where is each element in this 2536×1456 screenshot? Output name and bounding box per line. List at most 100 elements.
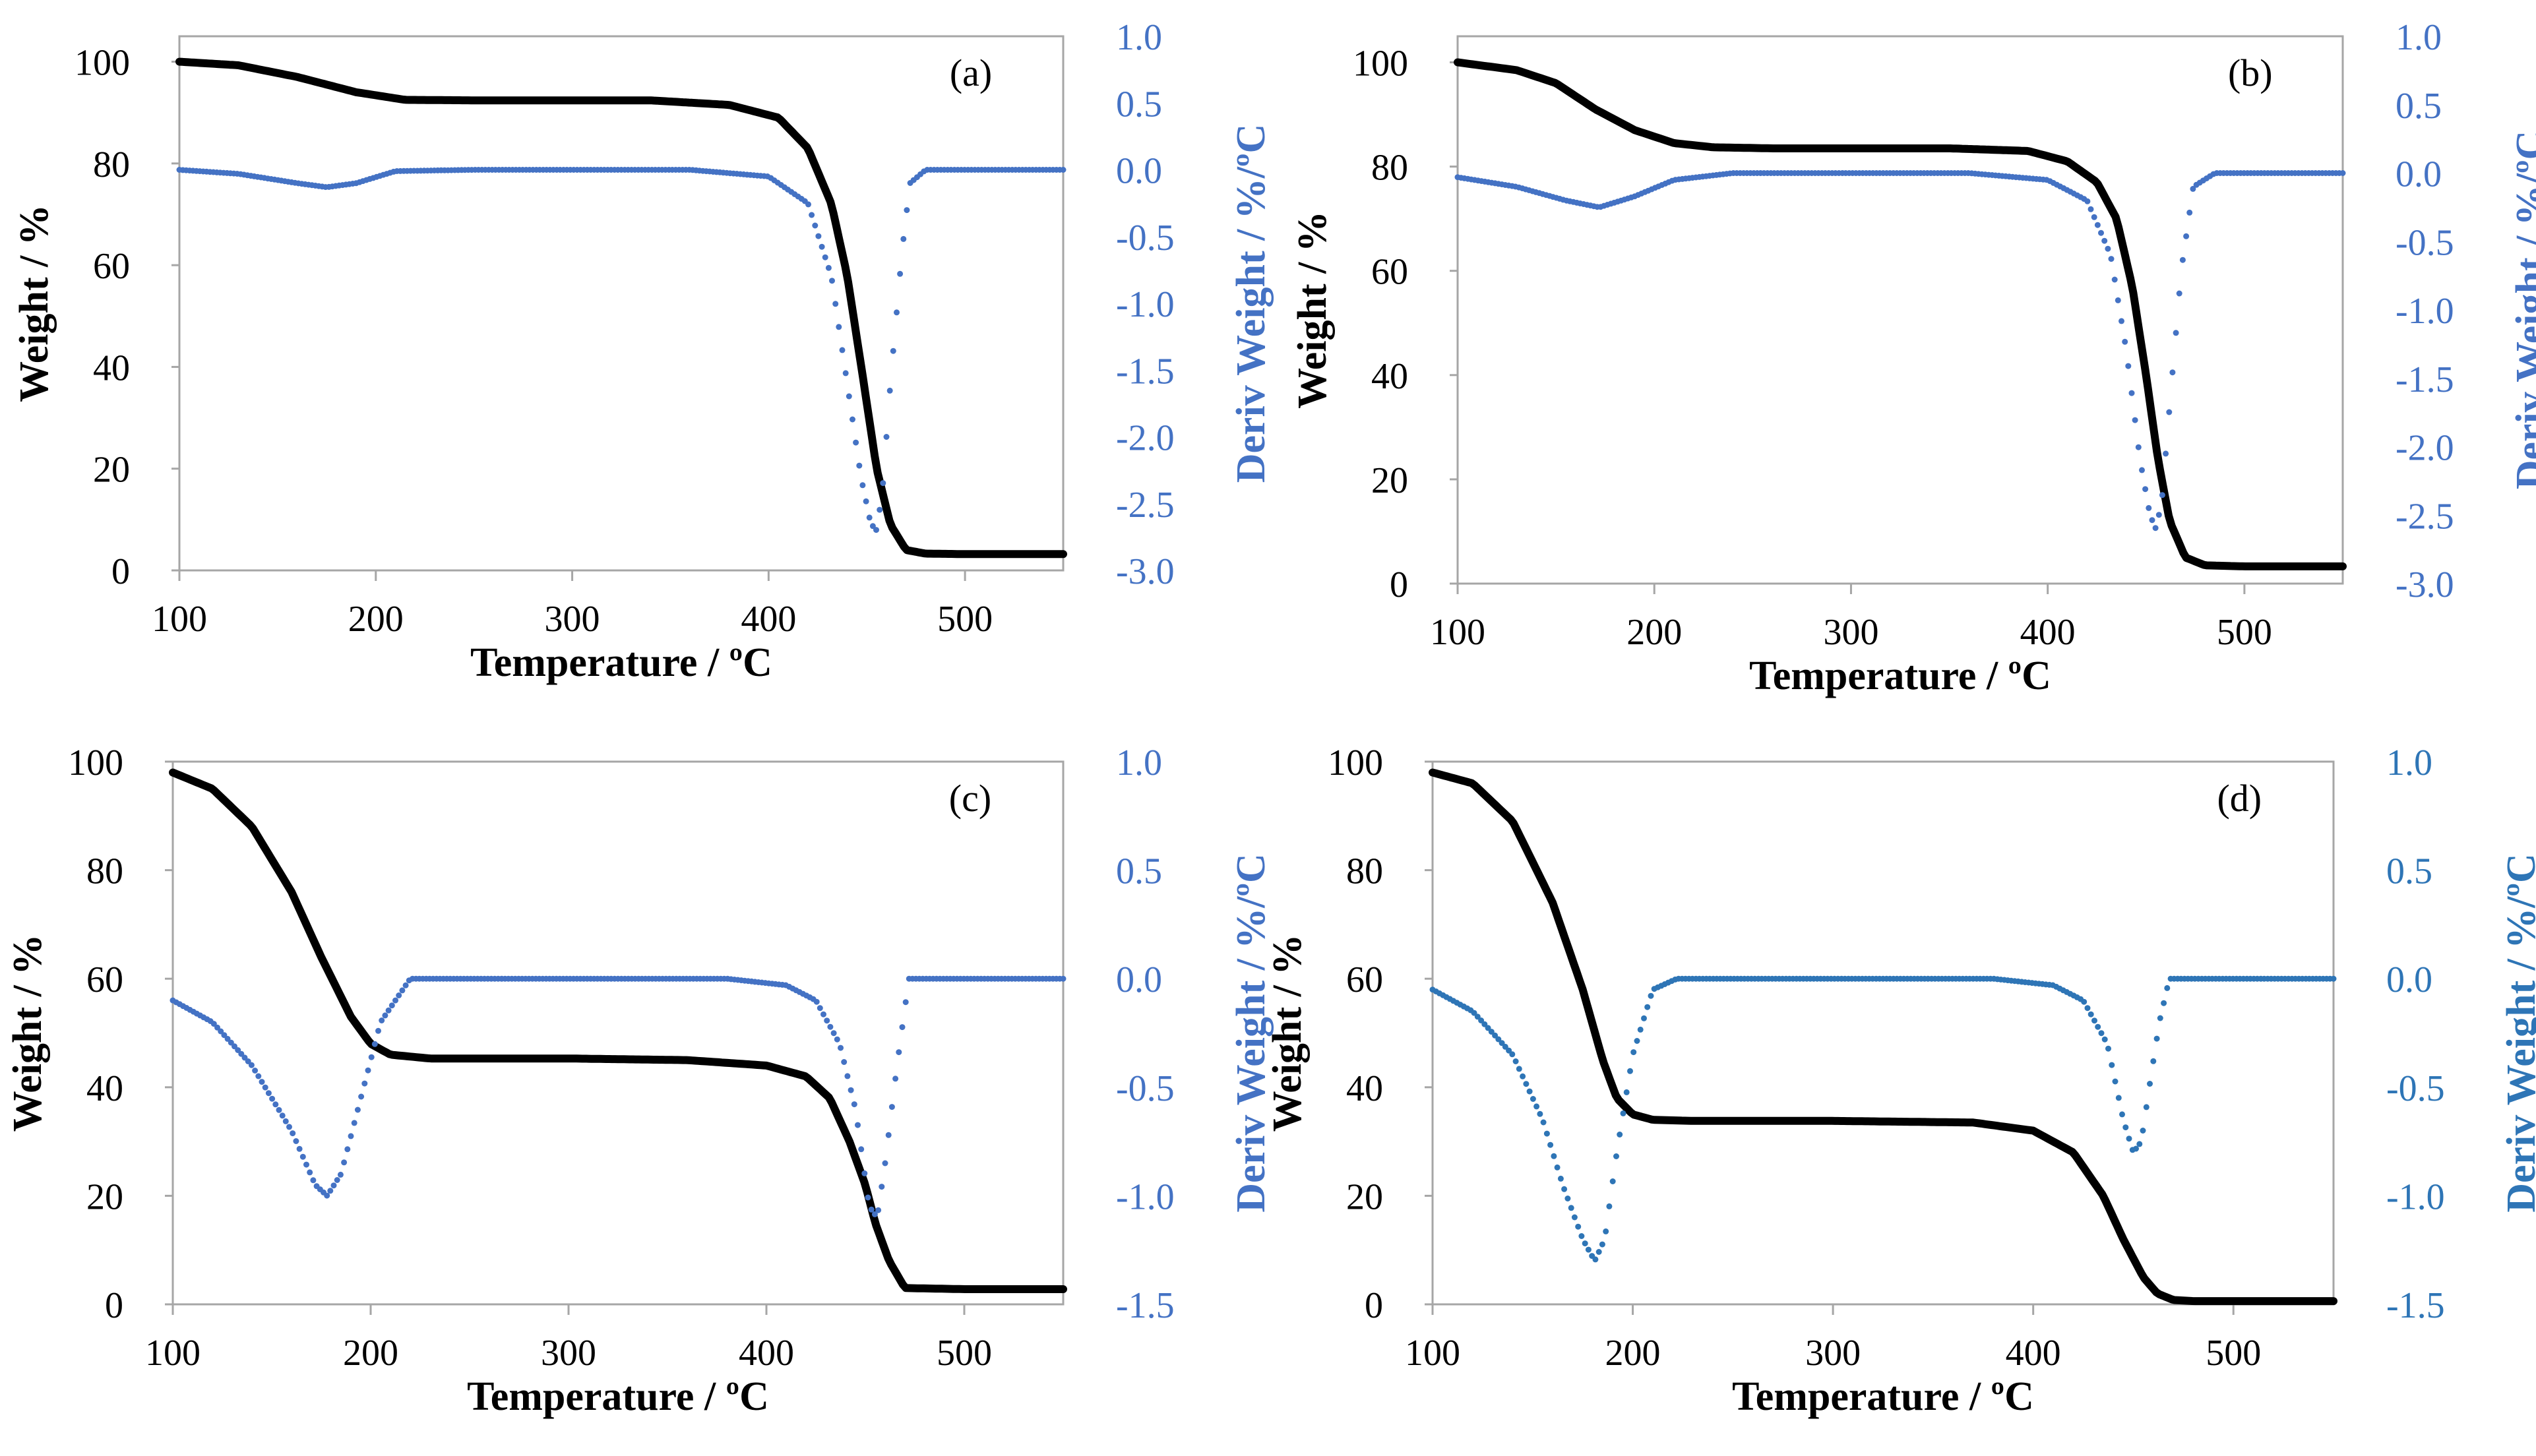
deriv-point [1537, 1110, 1543, 1117]
deriv-point [238, 1050, 245, 1057]
y-axis-title: Weight / % [12, 204, 57, 402]
y-tick-label: 60 [1346, 959, 1383, 1000]
deriv-point [2101, 237, 2108, 244]
deriv-point [850, 416, 855, 423]
y2-tick-label: -0.5 [2396, 222, 2454, 263]
deriv-point [1564, 1196, 1571, 1201]
x-tick-label: 100 [1405, 1333, 1460, 1374]
deriv-point [2179, 257, 2186, 263]
y2-tick-label: 0.0 [1116, 959, 1162, 1000]
deriv-point [2140, 1128, 2146, 1134]
deriv-point [868, 1206, 875, 1213]
y2-tick-label: 1.0 [1116, 17, 1162, 58]
deriv-point [1495, 1036, 1502, 1043]
deriv-point [388, 1002, 395, 1009]
deriv-point [851, 1101, 857, 1108]
x-axis-title: Temperature / ºC [1749, 653, 2051, 698]
deriv-point [379, 1017, 385, 1023]
deriv-weight-curve [1429, 975, 2337, 1263]
deriv-point [1627, 1068, 1633, 1074]
deriv-point [1634, 1038, 1640, 1044]
x-tick-label: 400 [2020, 612, 2076, 653]
weight-curve [169, 768, 1067, 1293]
y-tick-label: 60 [86, 959, 123, 1000]
deriv-point [299, 1153, 306, 1160]
deriv-point [1613, 1153, 1619, 1159]
deriv-point [825, 264, 832, 271]
panel-c: 100 200 300 400 500 0 20 40 60 80 100 1.0 0.5 0.0 -0.5… [5, 743, 1274, 1419]
deriv-point [1474, 1014, 1481, 1020]
x-tick-label: 300 [541, 1333, 596, 1374]
deriv-point [822, 254, 828, 260]
deriv-point [855, 1122, 861, 1128]
deriv-point [830, 1030, 837, 1037]
deriv-point [337, 1171, 344, 1178]
y2-axis-title: Deriv Weight / %/ºC [1229, 853, 1274, 1213]
deriv-point [809, 212, 815, 218]
y2-tick-label: 0.5 [2386, 851, 2432, 892]
y2-tick-label: 0.0 [2396, 154, 2442, 195]
deriv-weight-curve [170, 975, 1067, 1217]
deriv-point [293, 1138, 299, 1144]
deriv-point [255, 1073, 262, 1079]
deriv-point [1516, 1066, 1522, 1072]
deriv-point [296, 1145, 303, 1152]
deriv-point [1561, 1186, 1568, 1192]
deriv-point [1575, 1223, 1582, 1230]
deriv-point [1592, 1256, 1599, 1263]
deriv-point [897, 270, 904, 277]
deriv-point [2169, 369, 2176, 376]
deriv-point [214, 1024, 220, 1031]
deriv-point [1603, 1228, 1609, 1234]
deriv-point [2159, 492, 2165, 499]
y-axis-title: Weight / % [1290, 211, 1335, 409]
deriv-point [2122, 1124, 2129, 1131]
deriv-point [2146, 504, 2152, 511]
deriv-point [2157, 1015, 2163, 1021]
deriv-point [1571, 1214, 1578, 1221]
deriv-point [232, 1043, 237, 1050]
y-tick-label: 20 [1346, 1176, 1383, 1217]
deriv-point [396, 992, 402, 998]
deriv-point [1578, 1233, 1585, 1239]
deriv-point [1506, 1047, 1512, 1054]
y-tick-label: 80 [1371, 148, 1408, 189]
y2-tick-label: 1.0 [2386, 743, 2432, 783]
deriv-point [1623, 1089, 1630, 1095]
deriv-point [817, 1005, 823, 1012]
deriv-point [2173, 330, 2179, 336]
deriv-point [2135, 444, 2142, 450]
deriv-point [2152, 525, 2159, 531]
deriv-point [265, 1090, 272, 1097]
x-tick-label: 300 [1805, 1333, 1861, 1374]
y2-tick-label: 0.0 [1116, 151, 1162, 192]
deriv-point [894, 309, 900, 316]
deriv-point [2133, 1145, 2139, 1152]
x-tick-label: 200 [1605, 1333, 1661, 1374]
deriv-point [1502, 1043, 1508, 1050]
deriv-point [2150, 1058, 2157, 1064]
deriv-point [1520, 1073, 1526, 1079]
deriv-point [341, 1159, 348, 1166]
y-tick-label: 100 [75, 43, 130, 84]
deriv-point [871, 1211, 878, 1217]
deriv-point [262, 1084, 268, 1091]
deriv-point [880, 480, 886, 487]
deriv-point [392, 997, 398, 1004]
deriv-point [882, 1160, 888, 1167]
deriv-point [228, 1039, 234, 1046]
deriv-point [303, 1161, 309, 1168]
deriv-point [848, 1087, 854, 1093]
deriv-point [248, 1062, 255, 1068]
x-tick-label: 400 [739, 1333, 794, 1374]
deriv-point [846, 393, 852, 400]
deriv-point [210, 1021, 217, 1027]
plot-area-border [171, 760, 1065, 1306]
deriv-point [402, 982, 409, 988]
deriv-point [1644, 1004, 1651, 1010]
deriv-point [815, 233, 822, 239]
panel-d: 100 200 300 400 500 0 20 40 60 80 100 1.0 0.5 0.0 -0.5… [1265, 743, 2536, 1419]
deriv-point [813, 998, 820, 1005]
weight-curve [1429, 768, 2337, 1306]
deriv-point [245, 1058, 251, 1064]
